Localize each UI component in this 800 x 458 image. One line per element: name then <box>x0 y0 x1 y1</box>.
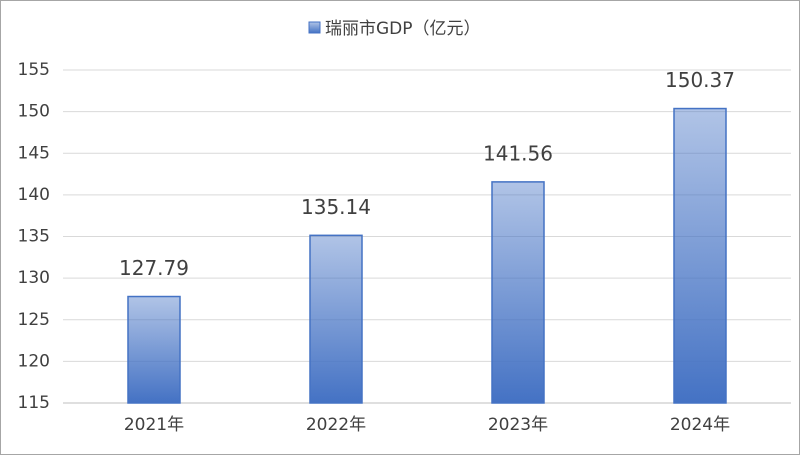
bar <box>491 181 545 404</box>
x-tick-label: 2021年 <box>124 415 184 435</box>
x-tick-label: 2022年 <box>306 415 366 435</box>
data-label: 141.56 <box>483 141 553 165</box>
bar <box>127 295 181 404</box>
y-tick-label: 120 <box>18 351 50 371</box>
y-tick-label: 150 <box>18 102 50 122</box>
y-tick-label: 130 <box>18 268 50 288</box>
y-tick-label: 145 <box>18 143 50 163</box>
legend-text: 瑞丽市GDP（亿元） <box>325 19 481 39</box>
y-tick-label: 115 <box>18 393 50 413</box>
y-tick-label: 125 <box>18 310 50 330</box>
data-label: 135.14 <box>301 195 371 219</box>
bar <box>309 234 363 404</box>
y-tick-label: 135 <box>18 227 50 247</box>
y-tick-label: 155 <box>18 60 50 80</box>
legend-swatch <box>308 21 321 34</box>
data-label: 127.79 <box>119 256 189 280</box>
x-tick-label: 2024年 <box>670 415 730 435</box>
x-tick-label: 2023年 <box>488 415 548 435</box>
y-tick-label: 140 <box>18 185 50 205</box>
data-label: 150.37 <box>665 68 735 92</box>
bar <box>673 107 727 404</box>
